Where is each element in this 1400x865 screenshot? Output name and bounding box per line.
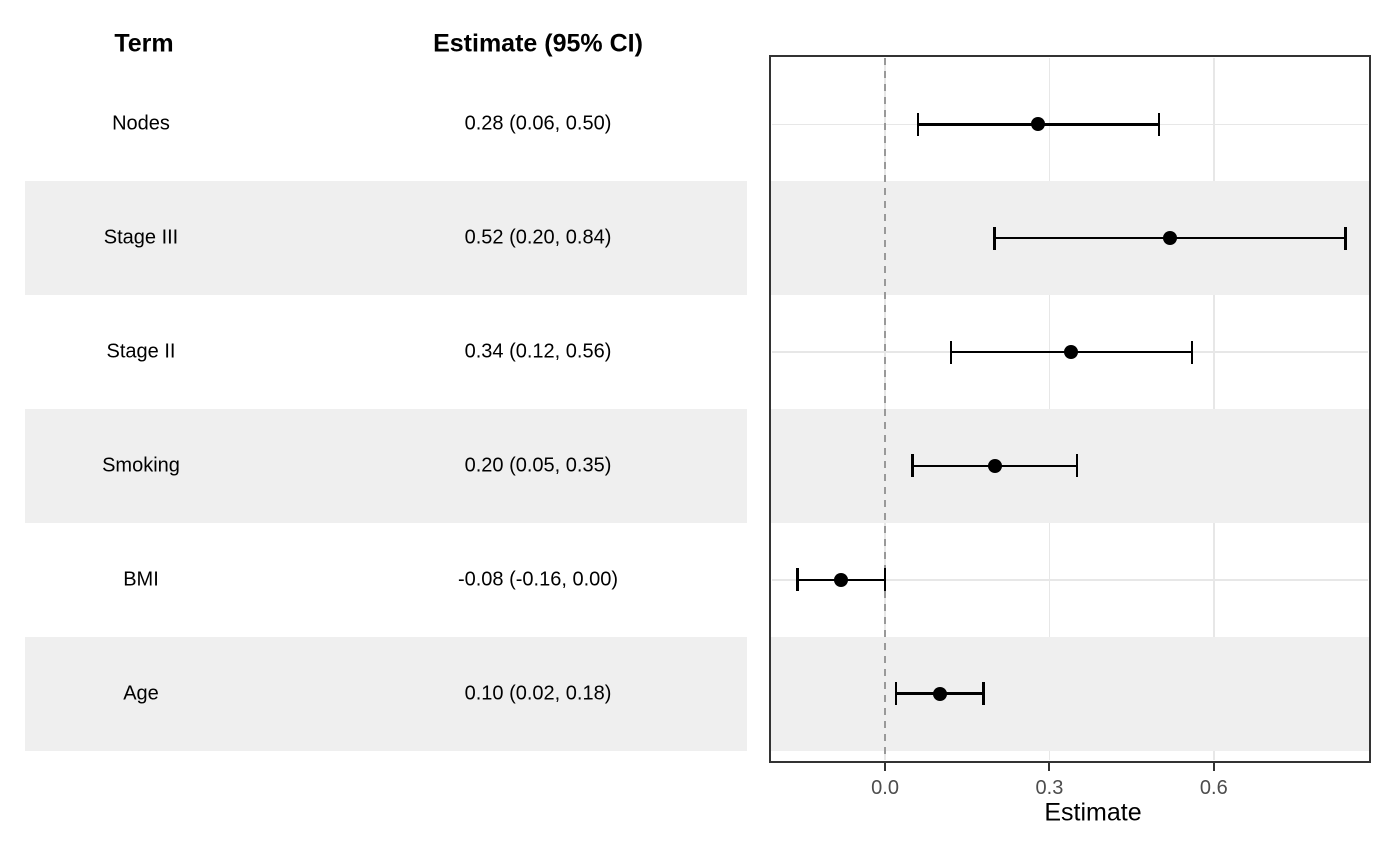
estimate-column-header: Estimate (95% CI) <box>433 29 643 58</box>
x-axis-tick-label: 0.6 <box>1199 777 1228 799</box>
estimate-ci-label: 0.28 (0.06, 0.50) <box>464 112 612 135</box>
ci-cap-upper <box>982 682 985 706</box>
term-column-header: Term <box>114 29 174 58</box>
ci-cap-lower <box>916 112 920 136</box>
term-label: Age <box>123 682 159 705</box>
term-label: BMI <box>123 568 159 591</box>
ci-cap-upper <box>1190 340 1194 364</box>
estimate-ci-label: -0.08 (-0.16, 0.00) <box>457 568 619 591</box>
estimate-ci-label: 0.34 (0.12, 0.56) <box>464 340 612 363</box>
x-axis-title: Estimate <box>1044 798 1142 827</box>
term-label: Stage II <box>106 340 176 363</box>
ci-cap-lower <box>949 340 953 364</box>
point-estimate-dot <box>1064 345 1079 360</box>
ci-cap-lower <box>894 682 898 706</box>
zero-reference-line <box>884 58 887 760</box>
ci-cap-upper <box>1344 226 1347 250</box>
term-label: Smoking <box>102 454 180 477</box>
ci-cap-lower <box>911 454 914 478</box>
ci-cap-upper <box>1075 454 1079 478</box>
y-gridline <box>772 579 1368 581</box>
x-axis-tick <box>1048 763 1051 771</box>
point-estimate-dot <box>932 686 947 701</box>
estimate-ci-label: 0.10 (0.02, 0.18) <box>464 682 612 705</box>
x-axis-tick <box>1212 763 1215 771</box>
x-axis-tick-label: 0.3 <box>1035 777 1064 799</box>
estimate-ci-label: 0.52 (0.20, 0.84) <box>464 226 612 249</box>
row-stripe <box>25 181 747 296</box>
ci-cap-upper <box>1157 112 1161 136</box>
row-stripe <box>25 409 747 523</box>
term-label: Nodes <box>112 112 170 135</box>
ci-cap-upper <box>883 568 887 592</box>
row-stripe <box>771 636 1369 751</box>
point-estimate-dot <box>987 458 1002 473</box>
point-estimate-dot <box>834 572 849 587</box>
x-axis-tick-label: 0.0 <box>871 777 899 799</box>
row-stripe <box>25 636 747 751</box>
x-axis-tick <box>884 763 887 771</box>
term-label: Stage III <box>103 226 179 249</box>
point-estimate-dot <box>1031 117 1046 132</box>
estimate-ci-label: 0.20 (0.05, 0.35) <box>464 454 612 477</box>
point-estimate-dot <box>1163 231 1177 246</box>
ci-cap-lower <box>993 226 996 250</box>
ci-cap-lower <box>796 568 799 592</box>
